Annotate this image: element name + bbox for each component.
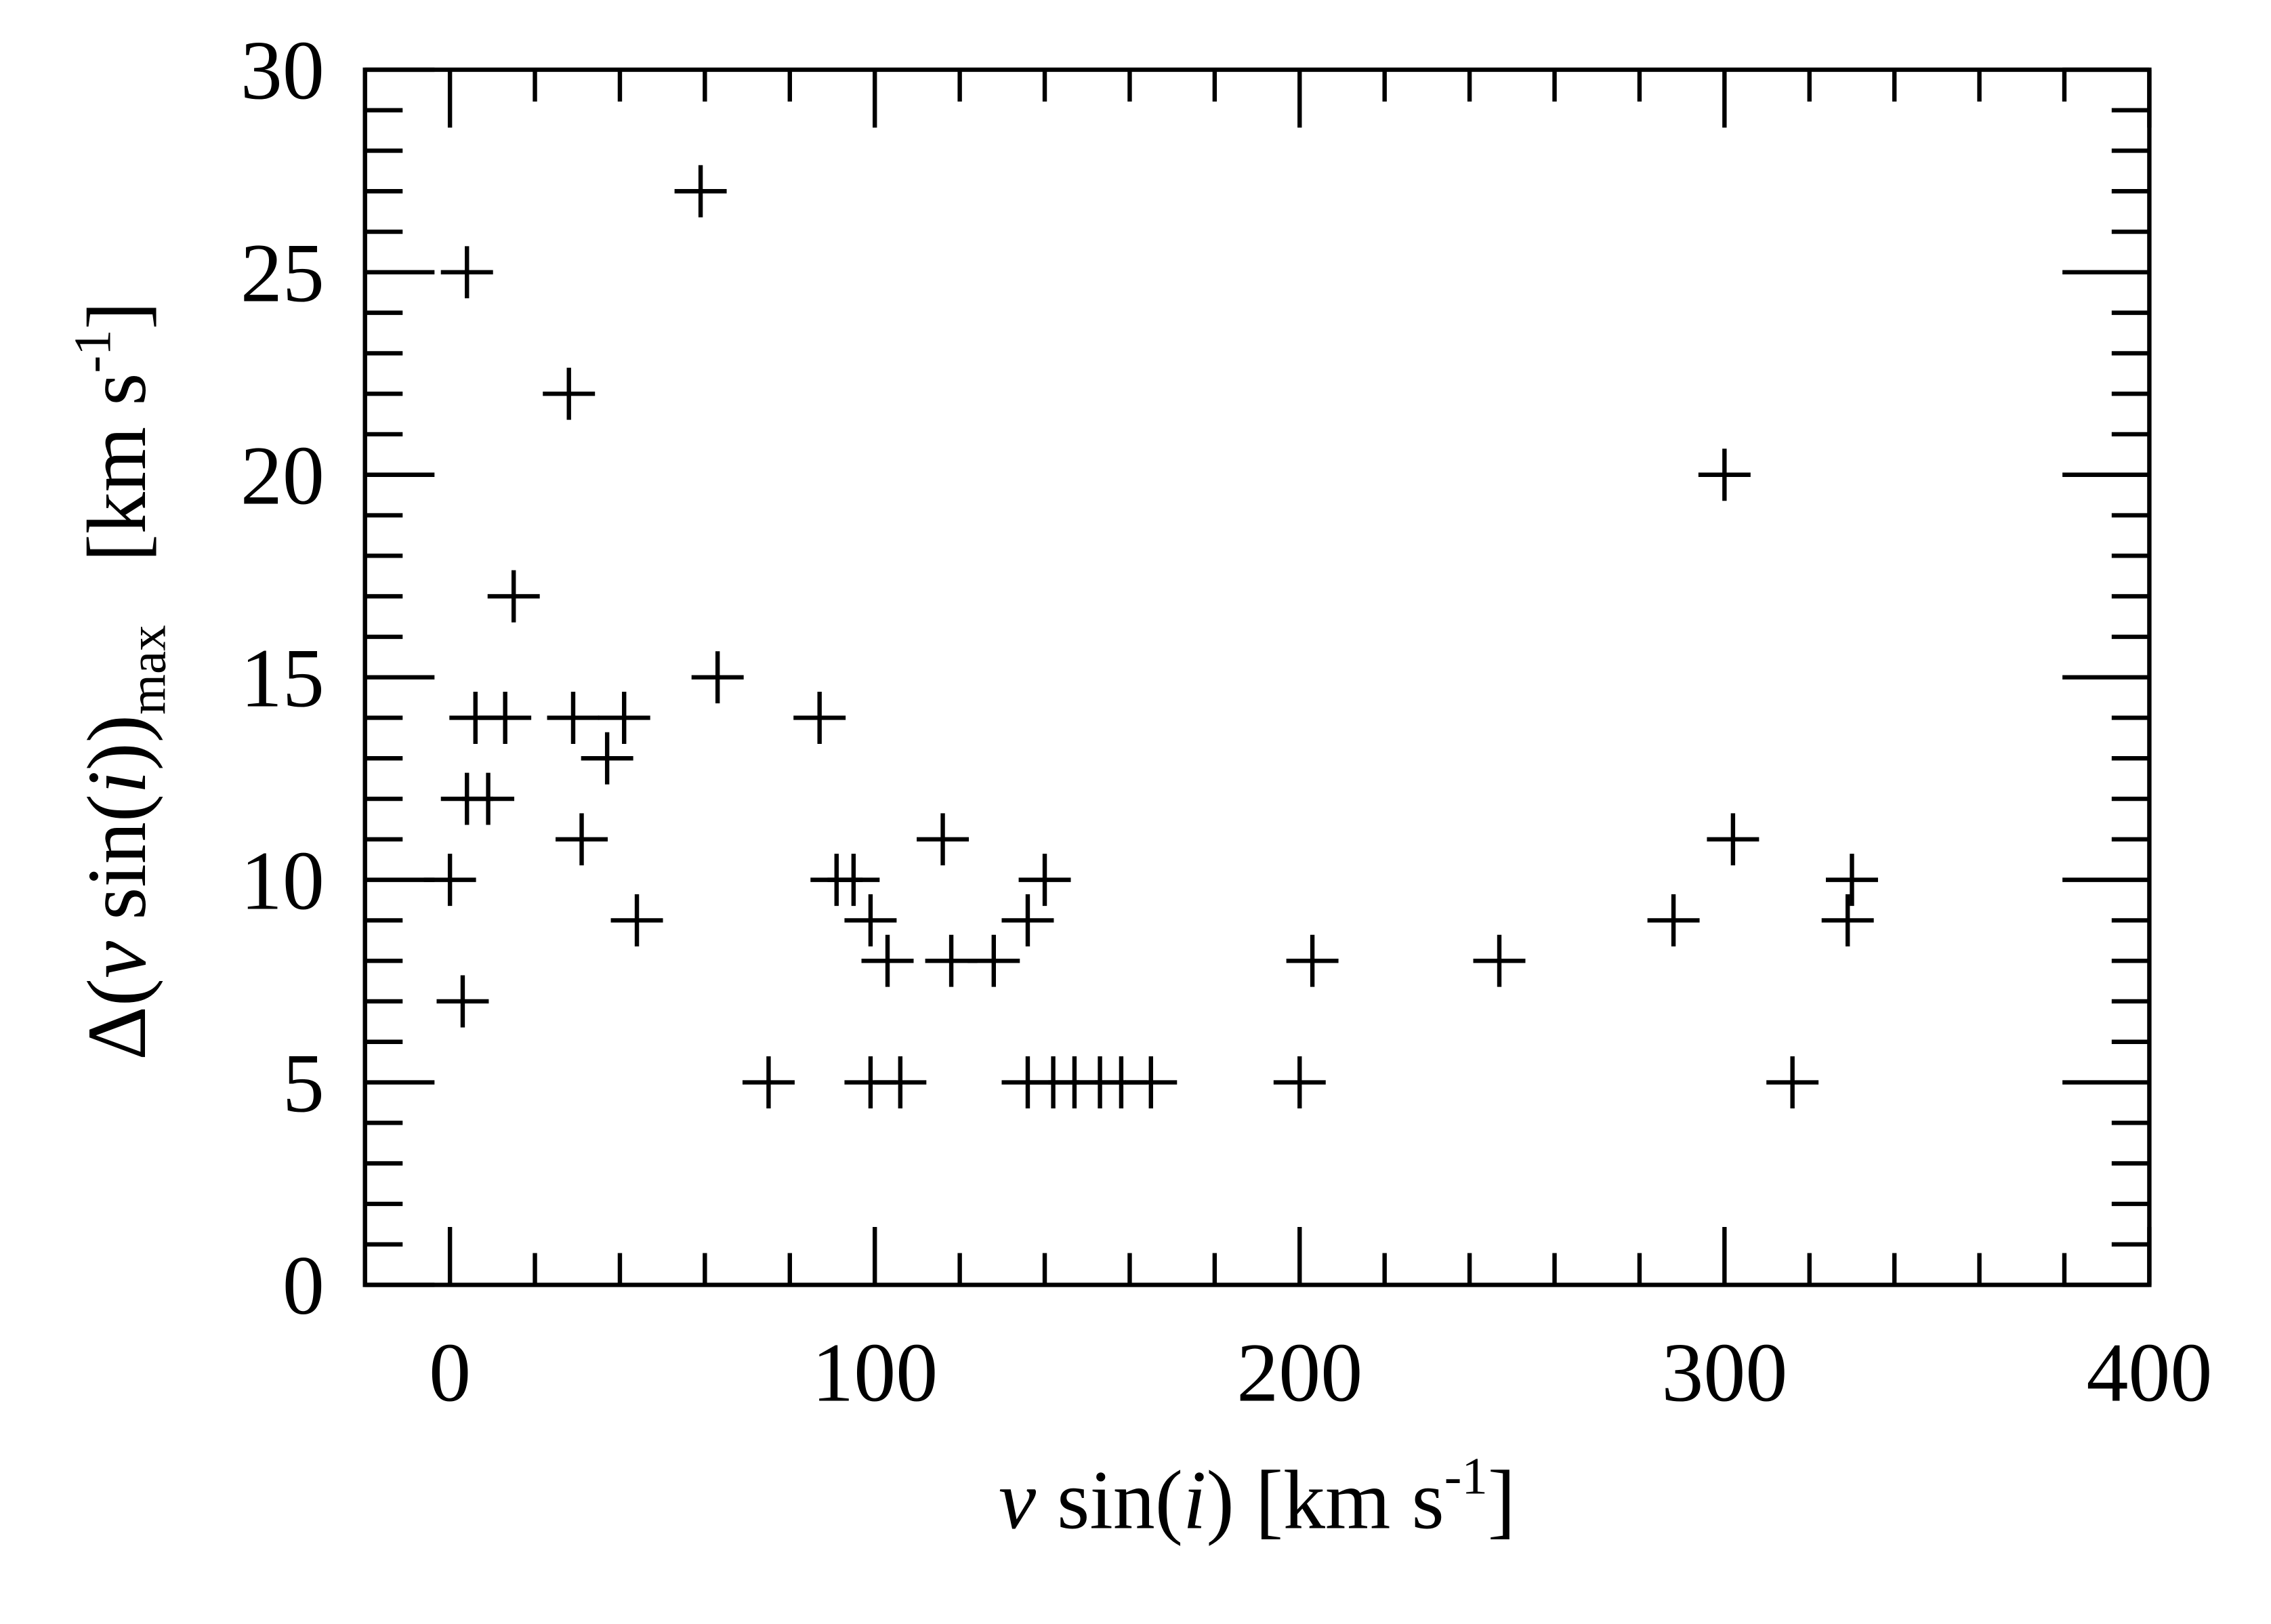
y-label-part: -1 xyxy=(63,329,121,373)
marker-plus xyxy=(1273,1056,1326,1109)
plot-frame xyxy=(362,67,2152,1287)
marker-plus xyxy=(874,1056,927,1109)
marker-plus xyxy=(1473,934,1526,987)
marker-plus xyxy=(581,732,633,785)
x-label-part: v xyxy=(999,1454,1037,1547)
marker-plus xyxy=(1647,894,1700,946)
marker-plus xyxy=(610,894,663,946)
marker-plus xyxy=(436,975,489,1028)
x-tick-label: 100 xyxy=(812,1326,938,1419)
y-label-part: ] xyxy=(70,301,163,329)
marker-plus xyxy=(1821,894,1874,946)
marker-plus xyxy=(423,854,476,907)
marker-plus xyxy=(967,934,1020,987)
marker-plus xyxy=(487,570,540,623)
y-tick-label: 25 xyxy=(241,227,325,320)
y-tick-label: 30 xyxy=(241,24,325,117)
marker-plus xyxy=(598,691,650,744)
marker-plus xyxy=(793,691,846,744)
x-label-part: -1 xyxy=(1444,1446,1488,1505)
x-label-part: sin( xyxy=(1036,1454,1183,1547)
marker-plus xyxy=(861,934,914,987)
marker-plus xyxy=(674,165,727,217)
marker-plus xyxy=(1125,1056,1178,1109)
y-label-part: sin( xyxy=(70,794,163,941)
x-label-part: ) [km s xyxy=(1206,1454,1444,1547)
marker-plus xyxy=(1286,934,1339,987)
marker-plus xyxy=(1698,449,1751,501)
x-tick-label: 300 xyxy=(1661,1326,1787,1419)
marker-plus xyxy=(1001,894,1054,946)
marker-plus xyxy=(462,772,515,825)
y-tick-label: 5 xyxy=(283,1037,325,1129)
y-label-part: )) xyxy=(70,715,163,771)
marker-plus xyxy=(547,691,600,744)
y-label-part: i xyxy=(70,770,163,793)
x-tick-label: 400 xyxy=(2086,1326,2212,1419)
x-tick-label: 0 xyxy=(429,1326,471,1419)
x-tick-label: 200 xyxy=(1236,1326,1362,1419)
y-label-part: v xyxy=(70,940,163,978)
marker-plus xyxy=(556,813,608,866)
x-axis-label: v sin(i) [km s-1] xyxy=(999,1446,1516,1546)
marker-plus xyxy=(543,367,596,420)
marker-plus xyxy=(844,894,897,946)
x-label-part: i xyxy=(1183,1454,1206,1547)
y-axis-label: Δ(v sin(i))max [km s-1] xyxy=(63,301,176,1060)
y-label-part: Δ( xyxy=(70,978,163,1060)
marker-plus xyxy=(1707,813,1759,866)
marker-plus xyxy=(440,246,493,299)
y-tick-label: 15 xyxy=(241,631,325,724)
marker-plus xyxy=(691,651,744,704)
marker-plus xyxy=(1766,1056,1819,1109)
marker-plus xyxy=(1826,854,1878,907)
y-label-part: [km s xyxy=(70,373,163,625)
marker-plus xyxy=(827,854,880,907)
x-label-part: ] xyxy=(1488,1454,1516,1547)
y-label-part: max xyxy=(119,625,177,714)
y-tick-label: 10 xyxy=(241,834,325,927)
marker-plus xyxy=(917,813,970,866)
y-tick-label: 0 xyxy=(283,1239,325,1332)
marker-plus xyxy=(1018,854,1071,907)
marker-plus xyxy=(479,691,532,744)
marker-plus xyxy=(742,1056,795,1109)
y-tick-label: 20 xyxy=(241,430,325,522)
